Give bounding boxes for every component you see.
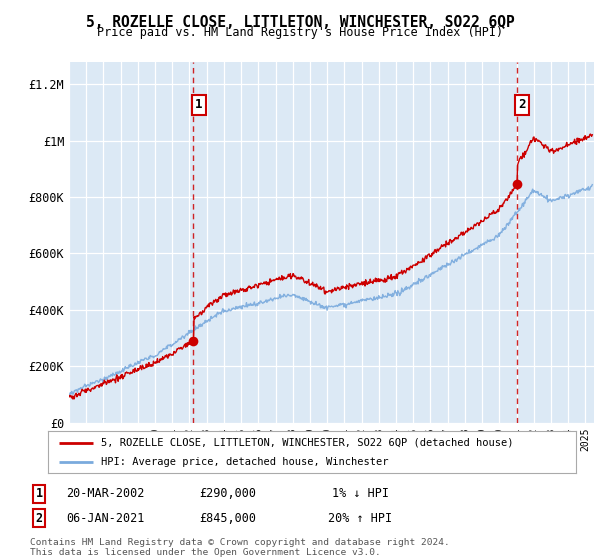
Text: £290,000: £290,000	[199, 487, 257, 501]
Text: 1: 1	[35, 487, 43, 501]
Text: 2: 2	[518, 99, 526, 111]
Text: Contains HM Land Registry data © Crown copyright and database right 2024.
This d: Contains HM Land Registry data © Crown c…	[30, 538, 450, 557]
Text: Price paid vs. HM Land Registry's House Price Index (HPI): Price paid vs. HM Land Registry's House …	[97, 26, 503, 39]
Text: 5, ROZELLE CLOSE, LITTLETON, WINCHESTER, SO22 6QP: 5, ROZELLE CLOSE, LITTLETON, WINCHESTER,…	[86, 15, 514, 30]
Text: 06-JAN-2021: 06-JAN-2021	[66, 511, 144, 525]
Text: £845,000: £845,000	[199, 511, 257, 525]
Text: HPI: Average price, detached house, Winchester: HPI: Average price, detached house, Winc…	[101, 457, 388, 467]
Text: 1: 1	[195, 99, 203, 111]
Text: 20-MAR-2002: 20-MAR-2002	[66, 487, 144, 501]
Text: 5, ROZELLE CLOSE, LITTLETON, WINCHESTER, SO22 6QP (detached house): 5, ROZELLE CLOSE, LITTLETON, WINCHESTER,…	[101, 437, 513, 447]
Text: 1% ↓ HPI: 1% ↓ HPI	[331, 487, 389, 501]
Text: 2: 2	[35, 511, 43, 525]
Text: 20% ↑ HPI: 20% ↑ HPI	[328, 511, 392, 525]
